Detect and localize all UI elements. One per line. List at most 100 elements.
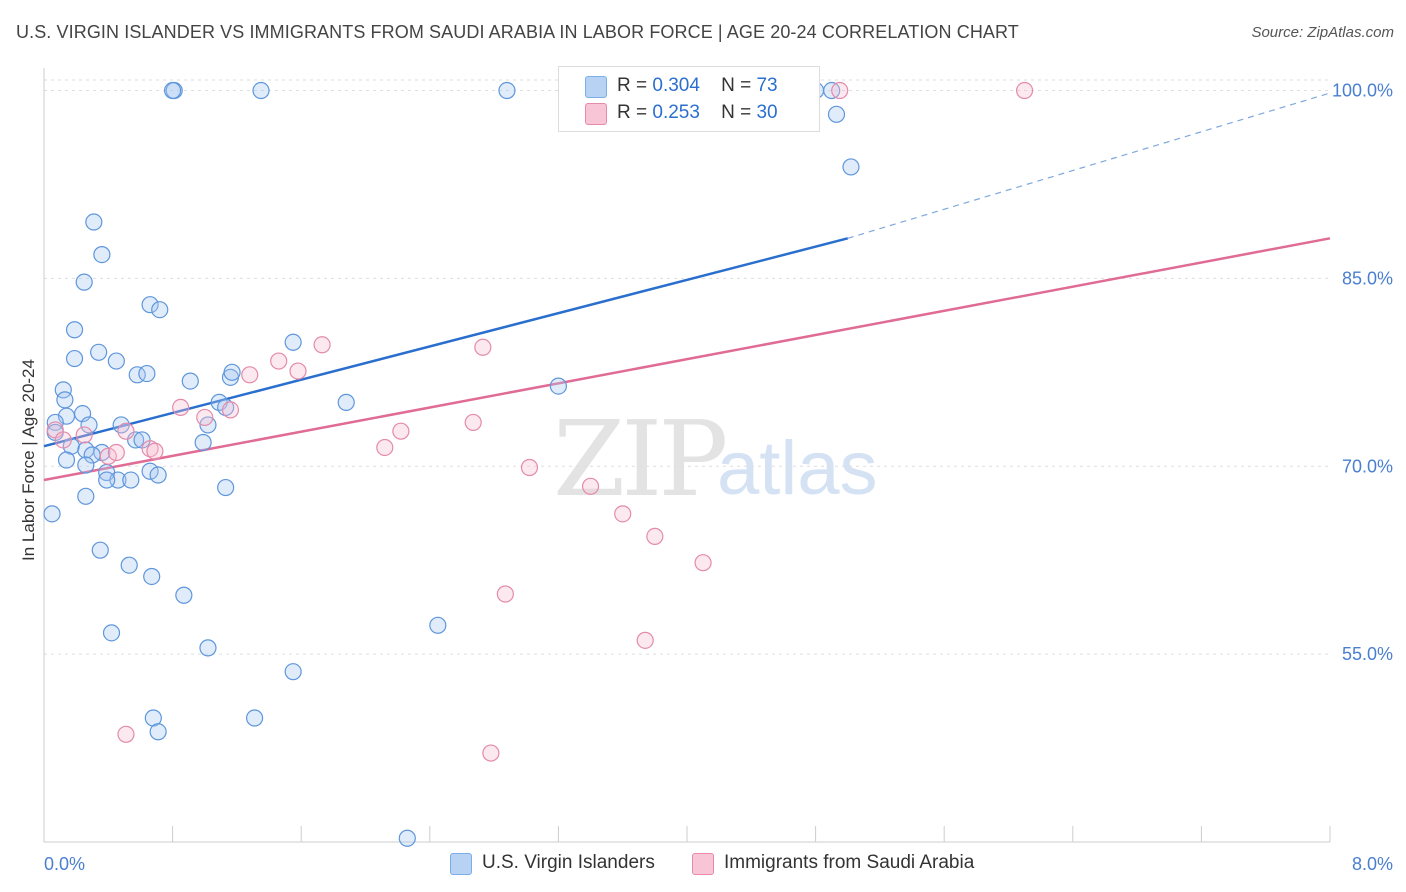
point-saudi-arabia-21 xyxy=(520,458,539,477)
point-virgin-islanders-10 xyxy=(75,273,93,291)
point-saudi-arabia-10 xyxy=(172,398,190,416)
point-virgin-islanders-56 xyxy=(143,567,161,586)
point-virgin-islanders-58 xyxy=(429,616,447,634)
chart-title: U.S. VIRGIN ISLANDER VS IMMIGRANTS FROM … xyxy=(16,22,1019,42)
correlation-legend: R = 0.304 N = 73 R = 0.253 N = 30 xyxy=(558,66,820,132)
point-virgin-islanders-51 xyxy=(217,478,235,497)
point-virgin-islanders-53 xyxy=(43,505,61,523)
point-saudi-arabia-17 xyxy=(376,438,394,457)
point-saudi-arabia-13 xyxy=(241,366,259,384)
point-saudi-arabia-12 xyxy=(221,401,240,419)
point-virgin-islanders-8 xyxy=(85,213,103,231)
point-virgin-islanders-49 xyxy=(122,471,140,489)
point-virgin-islanders-7 xyxy=(842,158,860,176)
point-saudi-arabia-23 xyxy=(614,505,632,523)
point-virgin-islanders-19 xyxy=(138,364,156,383)
point-virgin-islanders-1 xyxy=(164,81,182,100)
point-virgin-islanders-47 xyxy=(149,466,167,484)
point-virgin-islanders-32 xyxy=(80,416,98,434)
trendline-virgin-islanders-projection xyxy=(847,92,1331,239)
point-saudi-arabia-9 xyxy=(146,442,164,460)
point-virgin-islanders-46 xyxy=(141,462,159,480)
point-saudi-arabia-15 xyxy=(289,362,307,380)
legend-stats-virgin-islanders: R = 0.304 N = 73 xyxy=(617,75,778,96)
point-virgin-islanders-63 xyxy=(245,709,264,727)
point-saudi-arabia-4 xyxy=(75,426,93,444)
point-saudi-arabia-3 xyxy=(54,431,72,449)
watermark-zip: ZIP xyxy=(553,398,728,520)
point-saudi-arabia-8 xyxy=(141,440,159,458)
point-saudi-arabia-28 xyxy=(117,725,135,743)
trendline-saudi-arabia xyxy=(43,237,1331,482)
point-virgin-islanders-17 xyxy=(107,352,125,370)
bottom-legend-label-virgin-islanders: U.S. Virgin Islanders xyxy=(482,852,655,873)
point-saudi-arabia-5 xyxy=(99,447,117,465)
axes xyxy=(43,68,1331,843)
point-virgin-islanders-43 xyxy=(57,451,76,469)
point-saudi-arabia-26 xyxy=(496,585,514,603)
bottom-legend-swatch-saudi-arabia xyxy=(692,853,714,875)
point-virgin-islanders-2 xyxy=(252,81,270,100)
point-saudi-arabia-19 xyxy=(464,413,482,432)
point-virgin-islanders-55 xyxy=(120,556,138,574)
point-virgin-islanders-14 xyxy=(284,333,302,351)
point-virgin-islanders-11 xyxy=(141,296,159,314)
y-tick-label-0: 55.0% xyxy=(1342,644,1393,664)
point-saudi-arabia-27 xyxy=(636,631,654,649)
point-virgin-islanders-61 xyxy=(284,663,302,681)
point-saudi-arabia-6 xyxy=(107,443,125,462)
point-virgin-islanders-26 xyxy=(217,398,235,416)
y-tick-label-3: 100.0% xyxy=(1332,81,1393,101)
data-points xyxy=(43,81,1034,847)
point-virgin-islanders-64 xyxy=(149,723,167,741)
point-virgin-islanders-27 xyxy=(337,393,355,411)
point-virgin-islanders-50 xyxy=(98,471,116,489)
point-saudi-arabia-7 xyxy=(117,422,135,440)
x-tick-label-0: 0.0% xyxy=(44,854,85,874)
point-saudi-arabia-11 xyxy=(196,408,214,427)
point-virgin-islanders-3 xyxy=(498,81,516,100)
point-virgin-islanders-44 xyxy=(77,456,95,474)
bottom-legend-label-saudi-arabia: Immigrants from Saudi Arabia xyxy=(724,852,975,873)
trend-lines xyxy=(43,92,1331,482)
point-virgin-islanders-60 xyxy=(199,639,217,657)
point-saudi-arabia-18 xyxy=(392,422,410,440)
point-saudi-arabia-22 xyxy=(581,477,600,495)
point-saudi-arabia-20 xyxy=(474,338,492,356)
point-saudi-arabia-1 xyxy=(1015,81,1034,100)
point-virgin-islanders-52 xyxy=(77,487,95,505)
point-virgin-islanders-28 xyxy=(549,377,568,395)
point-virgin-islanders-36 xyxy=(127,431,145,449)
point-saudi-arabia-29 xyxy=(482,744,500,762)
point-virgin-islanders-24 xyxy=(56,391,74,409)
point-virgin-islanders-57 xyxy=(175,586,193,604)
point-virgin-islanders-12 xyxy=(151,301,169,319)
point-virgin-islanders-65 xyxy=(398,829,416,847)
point-saudi-arabia-25 xyxy=(694,554,712,572)
y-axis-title: In Labor Force | Age 20-24 xyxy=(19,359,38,561)
y-tick-label-2: 85.0% xyxy=(1342,268,1393,288)
trendline-virgin-islanders xyxy=(43,237,849,448)
tick-labels: 55.0% 70.0% 85.0% 100.0% 0.0% 8.0% In Labor Fo… xyxy=(19,81,1393,874)
point-virgin-islanders-22 xyxy=(223,363,241,381)
source-label: Source: ZipAtlas.com xyxy=(1251,24,1394,41)
point-virgin-islanders-54 xyxy=(91,541,109,559)
point-virgin-islanders-6 xyxy=(827,105,846,123)
point-virgin-islanders-59 xyxy=(102,624,121,642)
point-virgin-islanders-38 xyxy=(194,433,212,452)
point-saudi-arabia-24 xyxy=(646,527,664,546)
point-virgin-islanders-9 xyxy=(93,245,111,264)
point-virgin-islanders-15 xyxy=(90,343,108,361)
legend-swatch-virgin-islanders xyxy=(585,76,607,98)
y-tick-label-1: 70.0% xyxy=(1342,456,1393,476)
watermark-atlas: atlas xyxy=(717,426,878,511)
point-virgin-islanders-13 xyxy=(65,321,84,339)
bottom-legend-swatch-virgin-islanders xyxy=(450,853,472,875)
x-tick-label-1: 8.0% xyxy=(1352,854,1393,874)
point-virgin-islanders-16 xyxy=(65,349,84,368)
point-saudi-arabia-14 xyxy=(270,352,288,370)
point-virgin-islanders-20 xyxy=(181,372,199,390)
point-saudi-arabia-0 xyxy=(831,81,849,100)
legend-stats-saudi-arabia: R = 0.253 N = 30 xyxy=(617,102,778,123)
